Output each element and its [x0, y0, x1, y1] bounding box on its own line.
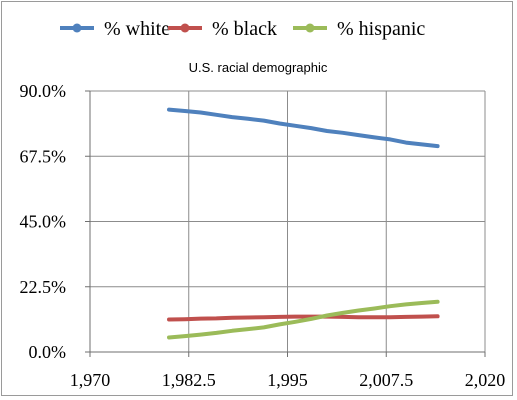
legend-item-1: % black [168, 18, 277, 40]
legend-swatch-marker-2 [305, 23, 315, 33]
legend-label-2: % hispanic [337, 18, 425, 40]
x-tick-label-1: 1,982.5 [162, 370, 216, 390]
series-line-0 [167, 107, 440, 149]
y-axis-ticks: 0.0% 22.5% 45.0% 67.5% 90.0% [20, 81, 90, 362]
x-tick-label-2: 1,995 [267, 370, 308, 390]
y-tick-label-2: 45.0% [20, 212, 67, 232]
grid [89, 90, 486, 353]
chart-frame [1, 1, 513, 396]
x-tick-label-4: 2,020 [465, 370, 506, 390]
y-tick-label-0: 0.0% [29, 342, 67, 362]
x-tick-label-0: 1,970 [70, 370, 111, 390]
y-tick-label-4: 90.0% [20, 81, 67, 101]
x-axis-ticks: 1,970 1,982.5 1,995 2,007.5 2,020 [70, 352, 506, 390]
chart-title: U.S. racial demographic [189, 60, 328, 75]
series-group [167, 107, 440, 340]
legend-swatch-marker-1 [180, 23, 190, 33]
legend-label-1: % black [212, 18, 277, 40]
legend-label-0: % white [104, 18, 170, 40]
legend: % white % black % hispanic [60, 18, 425, 40]
y-tick-label-1: 22.5% [20, 277, 67, 297]
series-line-1 [167, 314, 440, 322]
legend-item-2: % hispanic [293, 18, 425, 40]
legend-swatch-marker-0 [72, 23, 82, 33]
x-tick-label-3: 2,007.5 [359, 370, 413, 390]
series-line-2 [167, 299, 440, 340]
y-tick-label-3: 67.5% [20, 146, 67, 166]
axes [85, 91, 485, 357]
legend-item-0: % white [60, 18, 170, 40]
